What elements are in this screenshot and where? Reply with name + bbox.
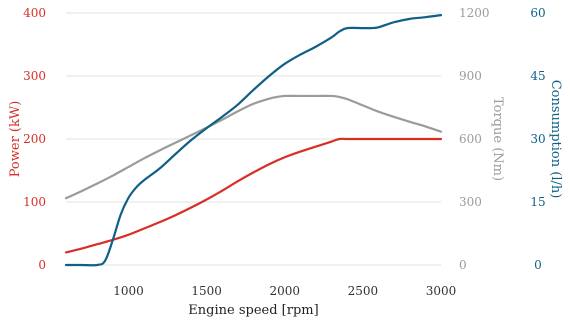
y-tick-label-power-100: 100 [23,195,46,209]
y-tick-label-torque-600: 600 [459,132,482,146]
y-tick-label-consumption-0: 0 [534,258,542,272]
x-tick-label-1000: 1000 [113,284,144,298]
y-tick-label-torque-0: 0 [459,258,467,272]
y-tick-label-torque-900: 900 [459,69,482,83]
y-tick-label-power-200: 200 [23,132,46,146]
x-tick-label-2500: 2500 [348,284,379,298]
series-lines [64,14,443,267]
series-line-consumption [64,14,443,267]
y-tick-label-consumption-60: 60 [530,6,545,20]
y-axis-label-power: Power (kW) [8,101,23,178]
y-tick-label-consumption-45: 45 [530,69,545,83]
y-axis-label-torque: Torque (Nm) [490,97,505,181]
y-tick-label-consumption-30: 30 [530,132,545,146]
x-tick-label-1500: 1500 [191,284,222,298]
tick-labels: 1000 1500 2000 2500 300001002003004000300600… [23,6,546,298]
y-tick-label-power-300: 300 [23,69,46,83]
y-tick-label-consumption-15: 15 [530,195,545,209]
y-axis-label-consumption: Consumption (l/h) [548,80,563,199]
y-tick-label-torque-300: 300 [459,195,482,209]
x-tick-label-3000: 3000 [426,284,457,298]
axis-labels: Engine speed [rpm] Power (kW) Torque (Nm… [8,80,563,318]
y-tick-label-power-400: 400 [23,6,46,20]
grid-lines [66,12,441,266]
y-tick-label-power-0: 0 [38,258,46,272]
series-line-torque [64,94,443,200]
x-axis-label: Engine speed [rpm] [188,303,318,318]
x-tick-label-2000: 2000 [269,284,300,298]
y-tick-label-torque-1200: 1200 [459,6,490,20]
series-line-power [64,137,443,254]
